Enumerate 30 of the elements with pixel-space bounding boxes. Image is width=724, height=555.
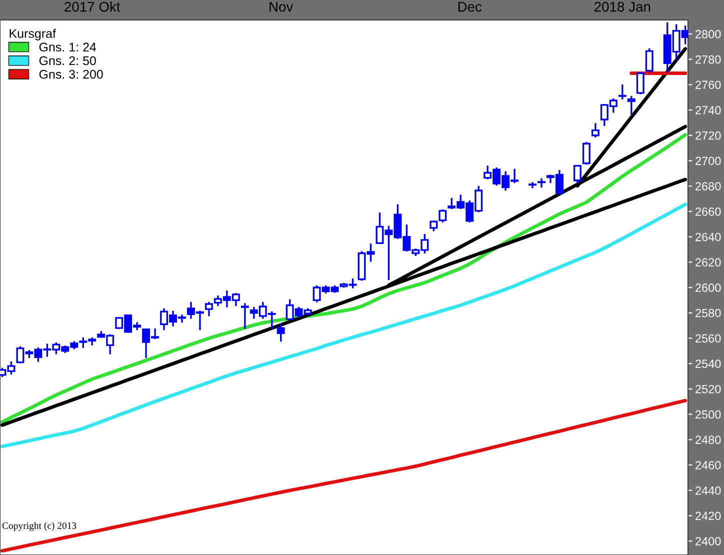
- y-tick-label: 2400: [696, 537, 721, 546]
- y-tick-label: 2580: [696, 308, 721, 318]
- y-tick-label: 2420: [696, 512, 721, 520]
- legend-label: Gns. 3: 200: [39, 70, 103, 79]
- y-tick-label: 2700: [696, 156, 721, 166]
- y-tick-label: 2680: [696, 182, 721, 190]
- y-tick-label: 2760: [696, 80, 721, 90]
- annotation: Copyright (c) 2013: [2, 522, 76, 531]
- legend-label: Gns. 1: 24: [39, 42, 96, 52]
- x-tick-label: Dec: [458, 2, 482, 12]
- x-tick-label: Nov: [270, 2, 294, 12]
- y-tick-label: 2740: [696, 106, 721, 114]
- y-tick-label: 2540: [696, 360, 721, 368]
- y-tick-label: 2660: [696, 207, 721, 216]
- legend-label: Gns. 2: 50: [39, 56, 96, 66]
- y-tick-label: 2620: [696, 258, 721, 267]
- y-tick-label: 2480: [696, 436, 721, 444]
- y-tick-label: 2780: [696, 55, 721, 64]
- y-tick-label: 2520: [696, 384, 721, 394]
- y-tick-label: 2800: [696, 30, 721, 38]
- y-tick-label: 2560: [696, 334, 721, 343]
- y-tick-label: 2440: [696, 486, 721, 495]
- y-tick-label: 2600: [696, 284, 721, 292]
- x-tick-label: 2018 Jan: [594, 2, 650, 12]
- y-tick-label: 2640: [696, 232, 721, 242]
- y-tick-label: 2500: [696, 410, 721, 419]
- legend-title: Kursgraf: [10, 28, 56, 40]
- y-tick-label: 2460: [696, 461, 721, 470]
- x-tick-label: 2017 Okt: [64, 1, 120, 12]
- y-tick-label: 2720: [696, 131, 721, 140]
